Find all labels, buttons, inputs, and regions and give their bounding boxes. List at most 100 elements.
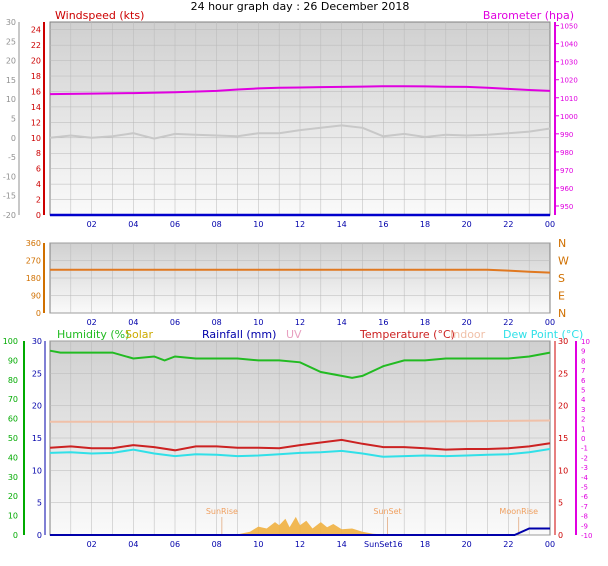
temperature-axis-tick: 10 bbox=[558, 466, 568, 475]
outer-right-axis-tick: 2 bbox=[581, 416, 585, 424]
humidity-axis-tick: 20 bbox=[8, 492, 18, 501]
x-tick-label: 16 bbox=[378, 220, 388, 229]
temperature-axis-tick: 0 bbox=[558, 531, 563, 540]
left-axis-tick: 8 bbox=[36, 149, 41, 158]
left-axis-tick: 18 bbox=[31, 72, 41, 81]
x-tick-label: 14 bbox=[337, 540, 347, 549]
humidity-label: Humidity (%) bbox=[57, 328, 129, 341]
outer-axis-tick: -20 bbox=[3, 211, 16, 220]
annotation-label: SunRise bbox=[206, 507, 238, 516]
solar-label: Solar bbox=[125, 328, 154, 341]
x-tick-label: 22 bbox=[503, 540, 513, 549]
direction-axis-tick: 0 bbox=[36, 309, 41, 318]
x-tick-label: 10 bbox=[253, 318, 263, 327]
outer-axis-tick: 25 bbox=[6, 37, 16, 46]
x-tick-label: 10 bbox=[253, 540, 263, 549]
x-tick-label: 08 bbox=[212, 220, 222, 229]
x-tick-label: 08 bbox=[212, 318, 222, 327]
outer-right-axis-tick: 0 bbox=[581, 435, 585, 443]
series-wind_gust bbox=[49, 124, 551, 140]
direction-axis-tick: 360 bbox=[26, 239, 41, 248]
outer-axis-tick: -15 bbox=[3, 192, 16, 201]
right-axis-tick: 950 bbox=[560, 203, 573, 211]
right-axis-tick: 1020 bbox=[560, 77, 578, 85]
compass-tick: W bbox=[558, 255, 569, 268]
outer-axis-tick: 30 bbox=[6, 18, 16, 27]
x-tick-label: 18 bbox=[420, 540, 430, 549]
graph-title: 24 hour graph day : 26 December 2018 bbox=[191, 0, 410, 13]
x-tick-label: 00 bbox=[545, 220, 555, 229]
x-tick-label: 02 bbox=[87, 540, 97, 549]
inner-axis-tick: 15 bbox=[32, 434, 42, 443]
series-barometer bbox=[49, 85, 551, 96]
x-tick-label: 20 bbox=[462, 318, 472, 327]
outer-axis-tick: 15 bbox=[6, 76, 16, 85]
left-axis-tick: 0 bbox=[36, 211, 41, 220]
x-tick-label: 14 bbox=[337, 220, 347, 229]
direction-axis-tick: 270 bbox=[26, 257, 41, 266]
series-dewpoint bbox=[49, 448, 551, 458]
outer-axis-tick: 0 bbox=[11, 134, 16, 143]
x-tick-label: 04 bbox=[128, 220, 138, 229]
dewpoint-label: Dew Point (°C) bbox=[503, 328, 583, 341]
x-tick-label: 14 bbox=[337, 318, 347, 327]
direction-axis-tick: 90 bbox=[31, 292, 41, 301]
left-axis-tick: 24 bbox=[31, 26, 41, 35]
outer-right-axis-tick: 7 bbox=[581, 367, 585, 375]
right-axis-tick: 990 bbox=[560, 131, 573, 139]
outer-right-axis-tick: -10 bbox=[581, 532, 592, 540]
compass-tick: N bbox=[558, 307, 566, 320]
x-tick-label: 02 bbox=[87, 220, 97, 229]
x-tick-label: 04 bbox=[128, 318, 138, 327]
inner-axis-tick: 30 bbox=[32, 337, 42, 346]
series-humidity bbox=[49, 349, 551, 379]
series-temperature bbox=[49, 438, 551, 452]
series-wind-direction bbox=[50, 268, 551, 274]
x-tick-label: 22 bbox=[503, 220, 513, 229]
humidity-axis-tick: 10 bbox=[8, 512, 18, 521]
series-rainfall bbox=[50, 527, 550, 536]
x-tick-label: 10 bbox=[253, 220, 263, 229]
compass-tick: E bbox=[558, 290, 565, 303]
x-tick-label: 00 bbox=[545, 540, 555, 549]
humidity-axis-tick: 90 bbox=[8, 356, 18, 365]
outer-right-axis-tick: 9 bbox=[581, 348, 585, 356]
humidity-axis-tick: 30 bbox=[8, 473, 18, 482]
humidity-axis-tick: 100 bbox=[3, 337, 18, 346]
right-axis-tick: 970 bbox=[560, 167, 573, 175]
x-tick-label: 18 bbox=[420, 318, 430, 327]
x-tick-label: 20 bbox=[462, 540, 472, 549]
inner-axis-tick: 20 bbox=[32, 402, 42, 411]
outer-right-axis-tick: 4 bbox=[581, 396, 586, 404]
series-indoor bbox=[50, 419, 551, 423]
x-tick-label: SunSet16 bbox=[364, 540, 403, 549]
direction-axis-tick: 180 bbox=[26, 274, 41, 283]
x-tick-label: 12 bbox=[295, 318, 305, 327]
humidity-axis-tick: 70 bbox=[8, 395, 18, 404]
x-tick-label: 06 bbox=[170, 540, 180, 549]
outer-right-axis-tick: -3 bbox=[581, 464, 588, 472]
windspeed-axis-title: Windspeed (kts) bbox=[55, 9, 144, 22]
series-solar bbox=[222, 516, 388, 535]
humidity-axis-tick: 80 bbox=[8, 376, 18, 385]
x-tick-label: 22 bbox=[503, 318, 513, 327]
inner-axis-tick: 10 bbox=[32, 466, 42, 475]
outer-right-axis-tick: -8 bbox=[581, 513, 588, 521]
indoor-label: Indoor bbox=[450, 328, 486, 341]
outer-right-axis-tick: -4 bbox=[581, 474, 589, 482]
temperature-label: Temperature (°C) bbox=[359, 328, 455, 341]
temperature-axis-tick: 15 bbox=[558, 434, 568, 443]
right-axis-tick: 1030 bbox=[560, 59, 578, 67]
outer-right-axis-tick: -2 bbox=[581, 454, 588, 462]
outer-right-axis-tick: 3 bbox=[581, 406, 585, 414]
temperature-axis-tick: 25 bbox=[558, 369, 568, 378]
left-axis-tick: 16 bbox=[31, 87, 41, 96]
inner-axis-tick: 5 bbox=[37, 499, 42, 508]
left-axis-tick: 14 bbox=[31, 103, 41, 112]
outer-axis-tick: 10 bbox=[6, 95, 16, 104]
outer-right-axis-tick: -6 bbox=[581, 493, 589, 501]
x-tick-label: 12 bbox=[295, 540, 305, 549]
x-tick-label: 16 bbox=[378, 318, 388, 327]
humidity-axis-tick: 60 bbox=[8, 415, 18, 424]
